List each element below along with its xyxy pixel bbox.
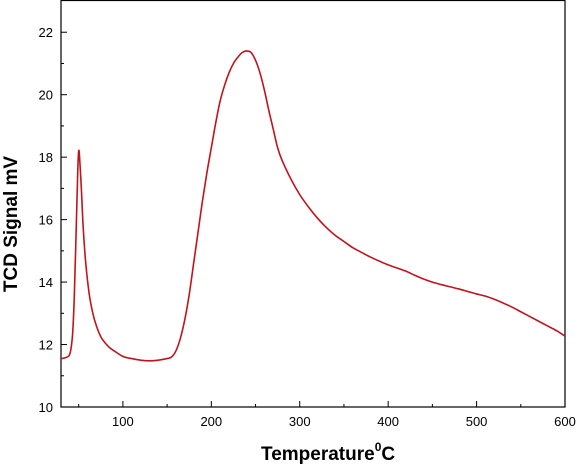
x-tick-label: 500 [466, 414, 488, 429]
x-tick-label: 100 [112, 414, 134, 429]
x-axis-title-superscript: 0 [375, 440, 382, 454]
y-tick-label: 20 [39, 88, 53, 103]
x-axis-title-main: Temperature [261, 444, 375, 465]
y-axis-title: TCD Signal mV [1, 156, 22, 293]
x-axis-title: Temperature0C [261, 440, 395, 465]
series-line-0 [60, 50, 566, 362]
x-tick-label: 200 [200, 414, 222, 429]
y-tick-label: 10 [39, 400, 53, 415]
y-tick-label: 16 [39, 213, 53, 228]
y-tick-label: 22 [39, 25, 53, 40]
ticks-layer: 100 200 300 400 500 600 10 12 14 16 18 20 22 [39, 25, 576, 429]
y-tick-label: 14 [39, 275, 53, 290]
x-tick-label: 400 [377, 414, 399, 429]
x-tick-label: 300 [289, 414, 311, 429]
series-layer [60, 50, 566, 362]
plot-frame [60, 0, 566, 408]
y-tick-label: 12 [39, 338, 53, 353]
x-tick-label: 600 [554, 414, 576, 429]
y-tick-label: 18 [39, 150, 53, 165]
x-axis-title-suffix: C [381, 444, 395, 465]
